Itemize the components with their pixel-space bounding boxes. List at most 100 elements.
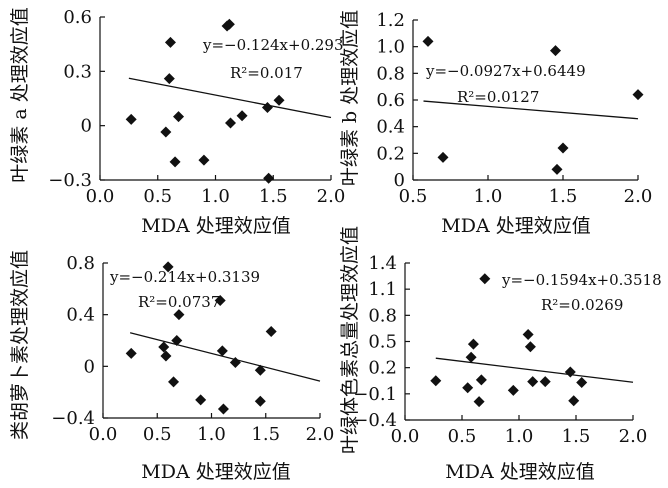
data-point — [557, 142, 569, 154]
x-tick-label: 0.0 — [391, 426, 420, 447]
data-point — [467, 338, 479, 350]
data-point — [524, 341, 536, 353]
x-tick-label: 1.5 — [259, 186, 288, 207]
r-squared-label: R²=0.017 — [230, 64, 303, 82]
data-point — [522, 329, 534, 341]
data-point — [437, 151, 449, 163]
data-point — [564, 366, 576, 378]
y-tick-label: 0.8 — [376, 63, 405, 84]
y-tick-label: 1.1 — [368, 279, 397, 300]
x-tick-label: 1.0 — [474, 186, 503, 207]
y-axis-label: 叶绿体色素总量处理效应值 — [339, 226, 361, 454]
x-tick-label: 2.0 — [306, 424, 335, 445]
data-point — [236, 110, 248, 122]
data-point — [125, 347, 137, 359]
data-point — [223, 18, 235, 30]
data-point — [568, 395, 580, 407]
chart-panel-chlorophyll-b: 叶绿素 b 处理效应值 MDA 处理效应值 y=−0.0927x+0.6449 … — [339, 10, 652, 237]
y-tick-label: −0.4 — [51, 408, 95, 429]
data-point — [527, 376, 539, 388]
y-tick-label: 1.2 — [376, 10, 405, 31]
y-tick-label: −0.4 — [353, 410, 397, 431]
data-point — [430, 375, 442, 387]
x-tick-label: 0.5 — [143, 424, 172, 445]
y-tick-label: 1.0 — [376, 37, 405, 58]
x-tick-label: 1.5 — [549, 186, 578, 207]
y-tick-label: −0.1 — [353, 384, 397, 405]
x-tick-label: 2.0 — [619, 426, 648, 447]
data-point — [160, 126, 172, 138]
y-axis-label: 叶绿素 a 处理效应值 — [9, 7, 31, 182]
data-point — [422, 35, 434, 47]
data-point — [576, 376, 588, 388]
y-tick-label: 0.4 — [66, 305, 95, 326]
data-point — [168, 376, 180, 388]
chart-panel-total-pigment: 叶绿体色素总量处理效应值 MDA 处理效应值 y=−0.1594x+0.3518… — [339, 226, 662, 483]
y-tick-label: 0 — [84, 356, 95, 377]
data-point — [198, 154, 210, 166]
y-tick-label: 0 — [394, 170, 405, 191]
trend-line — [435, 357, 634, 383]
trend-line — [423, 100, 639, 120]
x-tick-label: 1.0 — [505, 426, 534, 447]
y-axis-label: 叶绿素 b 处理效应值 — [339, 10, 361, 186]
data-point — [261, 102, 273, 114]
data-point — [169, 156, 181, 168]
data-point — [214, 294, 226, 306]
x-tick-label: 1.0 — [201, 186, 230, 207]
data-point — [465, 351, 477, 363]
y-tick-label: 0.5 — [368, 332, 397, 353]
r-squared-label: R²=0.0127 — [457, 88, 539, 106]
regression-equation: y=−0.1594x+0.3518 — [501, 271, 662, 289]
data-point — [539, 376, 551, 388]
x-axis-label: MDA 处理效应值 — [141, 461, 290, 483]
data-point — [273, 94, 285, 106]
data-point — [550, 45, 561, 57]
data-point — [163, 73, 175, 85]
y-tick-label: 0.8 — [66, 253, 95, 274]
y-tick-label: 0 — [81, 116, 92, 137]
regression-equation: y=−0.214x+0.3139 — [109, 268, 260, 286]
x-tick-label: 1.5 — [562, 426, 591, 447]
data-point — [475, 374, 487, 386]
data-point — [171, 335, 183, 346]
data-point — [265, 325, 277, 337]
data-point — [225, 117, 237, 129]
x-axis-label: MDA 处理效应值 — [141, 215, 290, 237]
x-tick-label: 1.5 — [251, 424, 280, 445]
data-point — [507, 384, 519, 396]
x-tick-label: 0.5 — [399, 186, 428, 207]
data-point — [263, 172, 275, 184]
y-tick-label: 1.4 — [368, 253, 397, 274]
x-axis-label: MDA 处理效应值 — [445, 461, 594, 483]
data-point — [173, 111, 185, 123]
data-point — [632, 89, 644, 101]
data-point — [254, 395, 266, 407]
x-tick-label: 0.0 — [86, 186, 115, 207]
data-point — [229, 356, 241, 368]
x-tick-label: 0.5 — [448, 426, 477, 447]
data-point — [162, 261, 174, 273]
chart-panel-carotenoid: 类胡萝卜素处理效应值 MDA 处理效应值 y=−0.214x+0.3139 R²… — [9, 250, 334, 483]
trend-line — [129, 332, 321, 382]
y-tick-label: 0.6 — [63, 7, 92, 28]
x-tick-label: 0.5 — [143, 186, 172, 207]
data-point — [195, 394, 207, 406]
data-point — [173, 309, 185, 321]
y-tick-label: 0.4 — [376, 117, 405, 138]
x-tick-label: 2.0 — [624, 186, 653, 207]
data-point — [125, 113, 137, 125]
data-point — [473, 396, 485, 408]
data-point — [217, 403, 229, 415]
x-tick-label: 2.0 — [317, 186, 346, 207]
r-squared-label: R²=0.0737 — [138, 293, 220, 311]
y-tick-label: 0.2 — [368, 358, 397, 379]
y-axis-label: 类胡萝卜素处理效应值 — [9, 250, 31, 440]
x-tick-label: 1.0 — [197, 424, 226, 445]
y-tick-label: 0.8 — [368, 305, 397, 326]
regression-equation: y=−0.124x+0.293 — [202, 36, 344, 54]
data-point — [462, 382, 474, 394]
data-point — [479, 273, 491, 285]
trend-line — [128, 77, 332, 119]
